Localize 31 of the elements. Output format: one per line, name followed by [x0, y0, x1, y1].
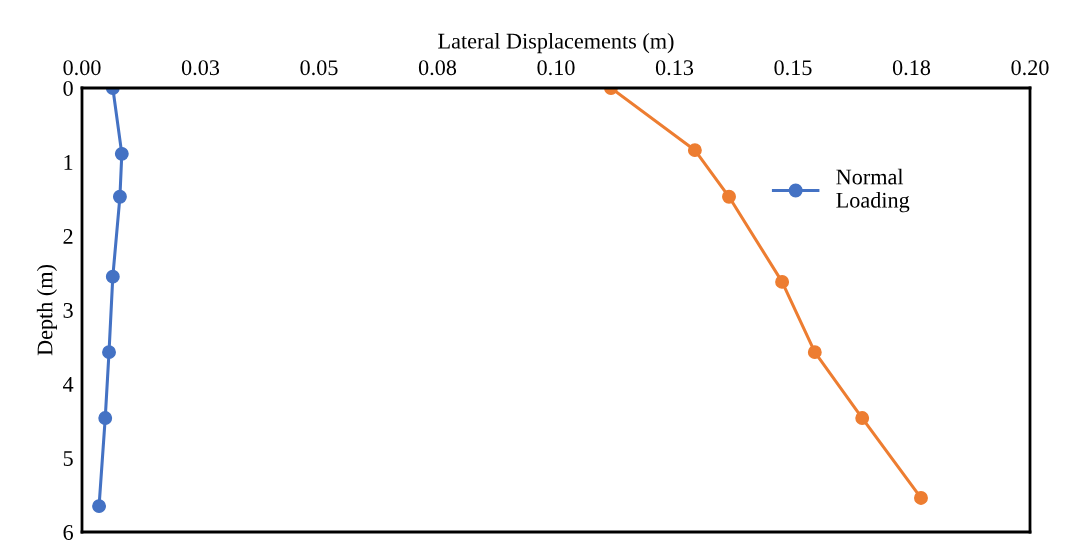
point	[722, 189, 736, 204]
point	[855, 411, 870, 425]
y-tick-label: 6	[63, 524, 73, 540]
point	[112, 189, 127, 204]
legend-label: Normal Loading	[836, 168, 910, 213]
x-tick-label: 0.03	[181, 60, 220, 76]
x-tick-label: 0.18	[892, 60, 931, 76]
y-axis-title: Depth (m)	[36, 265, 57, 356]
x-tick-label: 0.20	[1011, 60, 1049, 76]
x-tick-label: 0.13	[655, 60, 694, 76]
y-tick-label: 2	[63, 228, 73, 244]
x-tick-label: 0.00	[63, 60, 101, 76]
point	[102, 345, 116, 360]
point	[114, 146, 129, 161]
point	[98, 411, 113, 425]
x-tick-label: 0.05	[300, 60, 338, 76]
point	[687, 143, 702, 158]
y-tick-label: 0	[63, 80, 73, 96]
point	[92, 499, 107, 514]
point	[105, 269, 120, 284]
point	[775, 274, 790, 289]
point	[914, 491, 928, 505]
y-tick-label: 1	[64, 155, 73, 170]
y-tick-label: 5	[63, 451, 73, 466]
point	[807, 345, 822, 360]
y-tick-label: 3	[63, 302, 73, 318]
x-tick-label: 0.08	[418, 60, 457, 76]
x-axis-title: Lateral Displacements (m)	[438, 32, 674, 54]
y-tick-label: 4	[62, 377, 74, 392]
x-tick-label: 0.10	[537, 60, 575, 76]
x-tick-label: 0.15	[774, 60, 812, 76]
